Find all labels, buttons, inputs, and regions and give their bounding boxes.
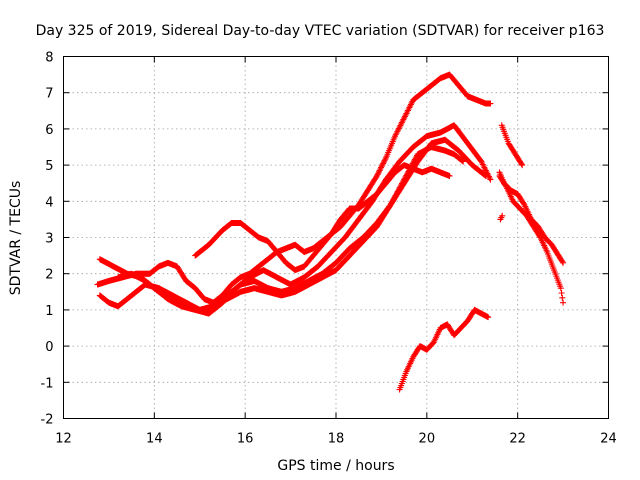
data-point	[389, 197, 396, 204]
y-tick-label: 3	[45, 232, 53, 247]
x-tick-label: 16	[237, 432, 254, 447]
data-point	[391, 195, 398, 202]
y-tick-label: 6	[45, 123, 53, 138]
data-point	[380, 159, 387, 166]
data-point	[398, 181, 405, 188]
axis-ticks	[63, 56, 609, 419]
series-1	[94, 71, 494, 306]
data-point	[559, 258, 566, 265]
data-point	[459, 157, 466, 164]
series-8	[496, 169, 567, 266]
data-point	[394, 188, 401, 195]
data-points	[94, 71, 567, 393]
data-point	[401, 175, 408, 182]
data-point	[487, 100, 494, 107]
x-tick-label: 14	[146, 432, 163, 447]
data-point	[559, 294, 566, 301]
y-tick-label: 5	[45, 159, 53, 174]
data-point	[388, 200, 395, 207]
series-6	[396, 306, 492, 393]
y-tick-label: 1	[45, 304, 53, 319]
data-point	[397, 183, 404, 190]
data-point	[377, 165, 384, 172]
data-point	[557, 285, 564, 292]
data-point	[393, 189, 400, 196]
y-tick-label: 8	[45, 51, 53, 66]
data-point	[411, 156, 418, 163]
data-point	[395, 187, 402, 194]
y-axis-label: SDTVAR / TECUs	[8, 181, 24, 296]
x-axis-label: GPS time / hours	[277, 458, 394, 474]
y-tick-label: 0	[45, 340, 53, 355]
data-point	[410, 159, 417, 166]
y-tick-label: -2	[41, 413, 54, 428]
series-7	[496, 172, 567, 306]
data-point	[375, 168, 382, 175]
x-tick-labels: 12 14 16 18 20 22 24	[55, 432, 617, 447]
data-point	[378, 164, 385, 171]
data-point	[374, 171, 381, 178]
data-point	[381, 157, 388, 164]
data-point	[391, 193, 398, 200]
data-point	[499, 212, 506, 219]
data-point	[412, 155, 419, 162]
data-point	[396, 185, 403, 192]
data-point	[401, 176, 408, 183]
x-tick-label: 18	[328, 432, 345, 447]
series-9	[498, 122, 526, 169]
data-point	[403, 172, 410, 179]
data-point	[403, 171, 410, 178]
series-10	[497, 212, 506, 223]
data-point	[376, 167, 383, 174]
data-point	[392, 192, 399, 199]
chart-title: Day 325 of 2019, Sidereal Day-to-day VTE…	[36, 23, 605, 39]
y-tick-label: -1	[41, 376, 54, 391]
data-point	[460, 158, 467, 165]
data-point	[402, 173, 409, 180]
y-tick-labels: -2 -1 0 1 2 3 4 5 6 7 8	[41, 51, 54, 428]
data-point	[388, 199, 395, 206]
data-point	[518, 160, 525, 167]
data-point	[380, 160, 387, 167]
data-point	[446, 172, 453, 179]
data-point	[396, 184, 403, 191]
y-tick-label: 2	[45, 268, 53, 283]
data-point	[411, 157, 418, 164]
x-tick-label: 12	[55, 432, 72, 447]
data-point	[379, 161, 386, 168]
data-point	[399, 179, 406, 186]
data-point	[387, 201, 394, 208]
x-tick-label: 24	[600, 432, 617, 447]
series-5	[192, 162, 453, 274]
data-point	[398, 180, 405, 187]
data-point	[373, 172, 380, 179]
data-point	[482, 172, 489, 179]
data-point	[413, 153, 420, 160]
x-tick-label: 22	[509, 432, 526, 447]
data-point	[558, 290, 565, 297]
data-point	[375, 170, 382, 177]
data-point	[382, 156, 389, 163]
data-point	[519, 162, 526, 169]
y-tick-label: 7	[45, 87, 53, 102]
data-point	[560, 259, 567, 266]
data-point	[390, 196, 397, 203]
data-point	[393, 191, 400, 198]
data-point	[485, 314, 492, 321]
data-point	[481, 171, 488, 178]
y-tick-label: 4	[45, 195, 53, 210]
data-point	[378, 163, 385, 170]
data-point	[482, 172, 489, 179]
data-point	[400, 177, 407, 184]
x-tick-label: 20	[419, 432, 436, 447]
grid	[63, 56, 609, 419]
data-point	[487, 176, 494, 183]
data-point	[560, 299, 567, 306]
data-point	[404, 169, 411, 176]
series-4	[115, 144, 467, 313]
